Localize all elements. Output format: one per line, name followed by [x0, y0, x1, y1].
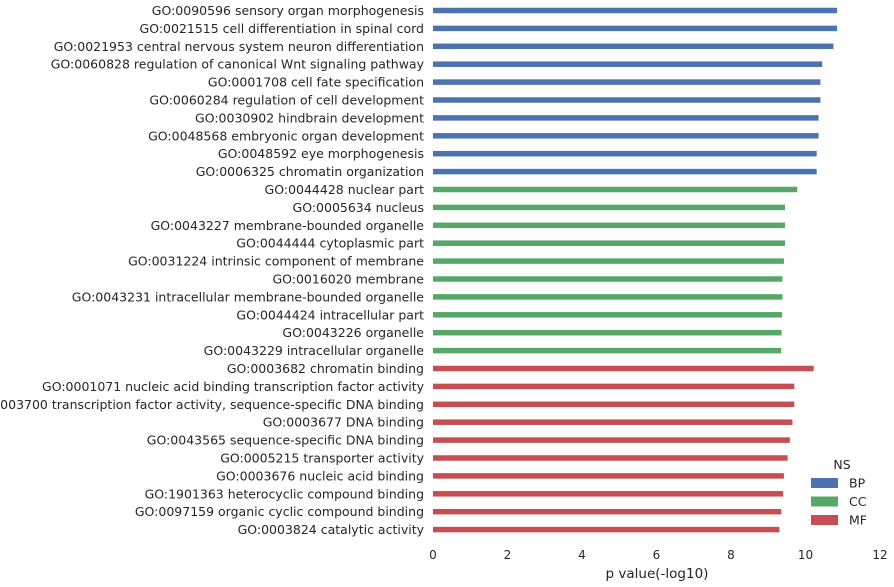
- category-label: GO:0043226 organelle: [282, 325, 424, 340]
- legend-swatch-mf: [811, 515, 838, 525]
- bar-7: [433, 115, 819, 121]
- bar-28: [433, 491, 784, 497]
- category-label: GO:0043229 intracellular organelle: [204, 343, 425, 358]
- x-tick-label: 4: [578, 548, 586, 562]
- legend-label-bp: BP: [849, 476, 866, 491]
- bar-4: [433, 61, 823, 67]
- category-label: GO:0003700 transcription factor activity…: [0, 397, 424, 412]
- bar-21: [433, 365, 814, 372]
- bar-26: [433, 455, 788, 461]
- bar-2: [433, 25, 838, 32]
- category-label: GO:0005215 transporter activity: [220, 451, 424, 466]
- bar-14: [433, 240, 786, 246]
- bar-3: [433, 43, 834, 50]
- legend-swatch-cc: [811, 496, 838, 507]
- bar-25: [433, 437, 790, 443]
- bar-15: [433, 258, 784, 264]
- bar-18: [433, 312, 783, 318]
- legend-swatch-bp: [811, 478, 838, 488]
- bar-20: [433, 347, 782, 354]
- category-label: GO:0021953 central nervous system neuron…: [54, 39, 424, 54]
- bar-24: [433, 419, 793, 425]
- category-label: GO:0060284 regulation of cell developmen…: [149, 93, 424, 108]
- x-tick-label: 0: [429, 548, 437, 562]
- bar-16: [433, 276, 783, 282]
- category-label: GO:0060828 regulation of canonical Wnt s…: [51, 57, 425, 72]
- bar-12: [433, 204, 786, 211]
- category-labels-group: GO:0090596 sensory organ morphogenesis GO…: [0, 3, 425, 537]
- category-label: GO:0048592 eye morphogenesis: [218, 146, 424, 161]
- category-label: GO:0005634 nucleus: [293, 200, 424, 215]
- bar-11: [433, 186, 798, 193]
- bar-22: [433, 383, 795, 390]
- category-label: GO:0044428 nuclear part: [265, 182, 425, 197]
- bar-19: [433, 329, 782, 336]
- bar-9: [433, 150, 817, 157]
- category-label: GO:0016020 membrane: [272, 272, 424, 287]
- category-label: GO:0090596 sensory organ morphogenesis: [152, 3, 424, 18]
- bar-6: [433, 97, 821, 103]
- x-tick-label: 2: [504, 548, 512, 562]
- category-label: GO:0043231 intracellular membrane-bounde…: [72, 289, 425, 304]
- legend-label-mf: MF: [849, 513, 867, 528]
- category-label: GO:0003676 nucleic acid binding: [216, 468, 424, 483]
- x-tick-label: 8: [727, 548, 735, 562]
- category-label: GO:0043565 sequence-specific DNA binding: [147, 433, 424, 448]
- category-label: GO:0048568 embryonic organ development: [148, 128, 424, 143]
- category-label: GO:0021515 cell differentiation in spina…: [140, 21, 424, 36]
- bar-1: [433, 7, 838, 14]
- category-label: GO:0003677 DNA binding: [263, 415, 424, 430]
- category-label: GO:0044444 cytoplasmic part: [236, 236, 424, 251]
- category-label: GO:0043227 membrane-bounded organelle: [151, 218, 425, 233]
- legend-label-cc: CC: [849, 494, 867, 509]
- bar-27: [433, 473, 784, 479]
- category-label: GO:0031224 intrinsic component of membra…: [128, 254, 424, 269]
- category-label: GO:1901363 heterocyclic compound binding: [145, 486, 424, 501]
- x-axis-title: p value(-log10): [606, 566, 709, 582]
- bar-30: [433, 526, 780, 533]
- bars-group: [433, 7, 838, 533]
- category-label: GO:0001071 nucleic acid binding transcri…: [42, 379, 425, 394]
- bar-17: [433, 294, 783, 300]
- bar-10: [433, 168, 817, 175]
- category-label: GO:0097159 organic cyclic compound bindi…: [135, 504, 424, 519]
- category-label: GO:0003824 catalytic activity: [238, 522, 425, 537]
- bar-5: [433, 79, 821, 85]
- category-label: GO:0001708 cell fate specification: [208, 75, 424, 90]
- x-tick-label: 10: [798, 548, 813, 562]
- bar-8: [433, 133, 819, 139]
- x-tick-label: 12: [872, 548, 887, 562]
- x-tick-label: 6: [653, 548, 661, 562]
- legend: NS BP CC MF: [811, 457, 867, 528]
- bar-23: [433, 401, 795, 408]
- category-label: GO:0003682 chromatin binding: [227, 361, 424, 376]
- legend-title: NS: [833, 457, 850, 472]
- category-label: GO:0006325 chromatin organization: [196, 164, 424, 179]
- bar-29: [433, 508, 782, 515]
- category-label: GO:0030902 hindbrain development: [195, 110, 424, 125]
- x-axis: 0 2 4 6 8 10 12: [429, 548, 887, 562]
- bar-13: [433, 222, 786, 229]
- category-label: GO:0044424 intracellular part: [236, 307, 424, 322]
